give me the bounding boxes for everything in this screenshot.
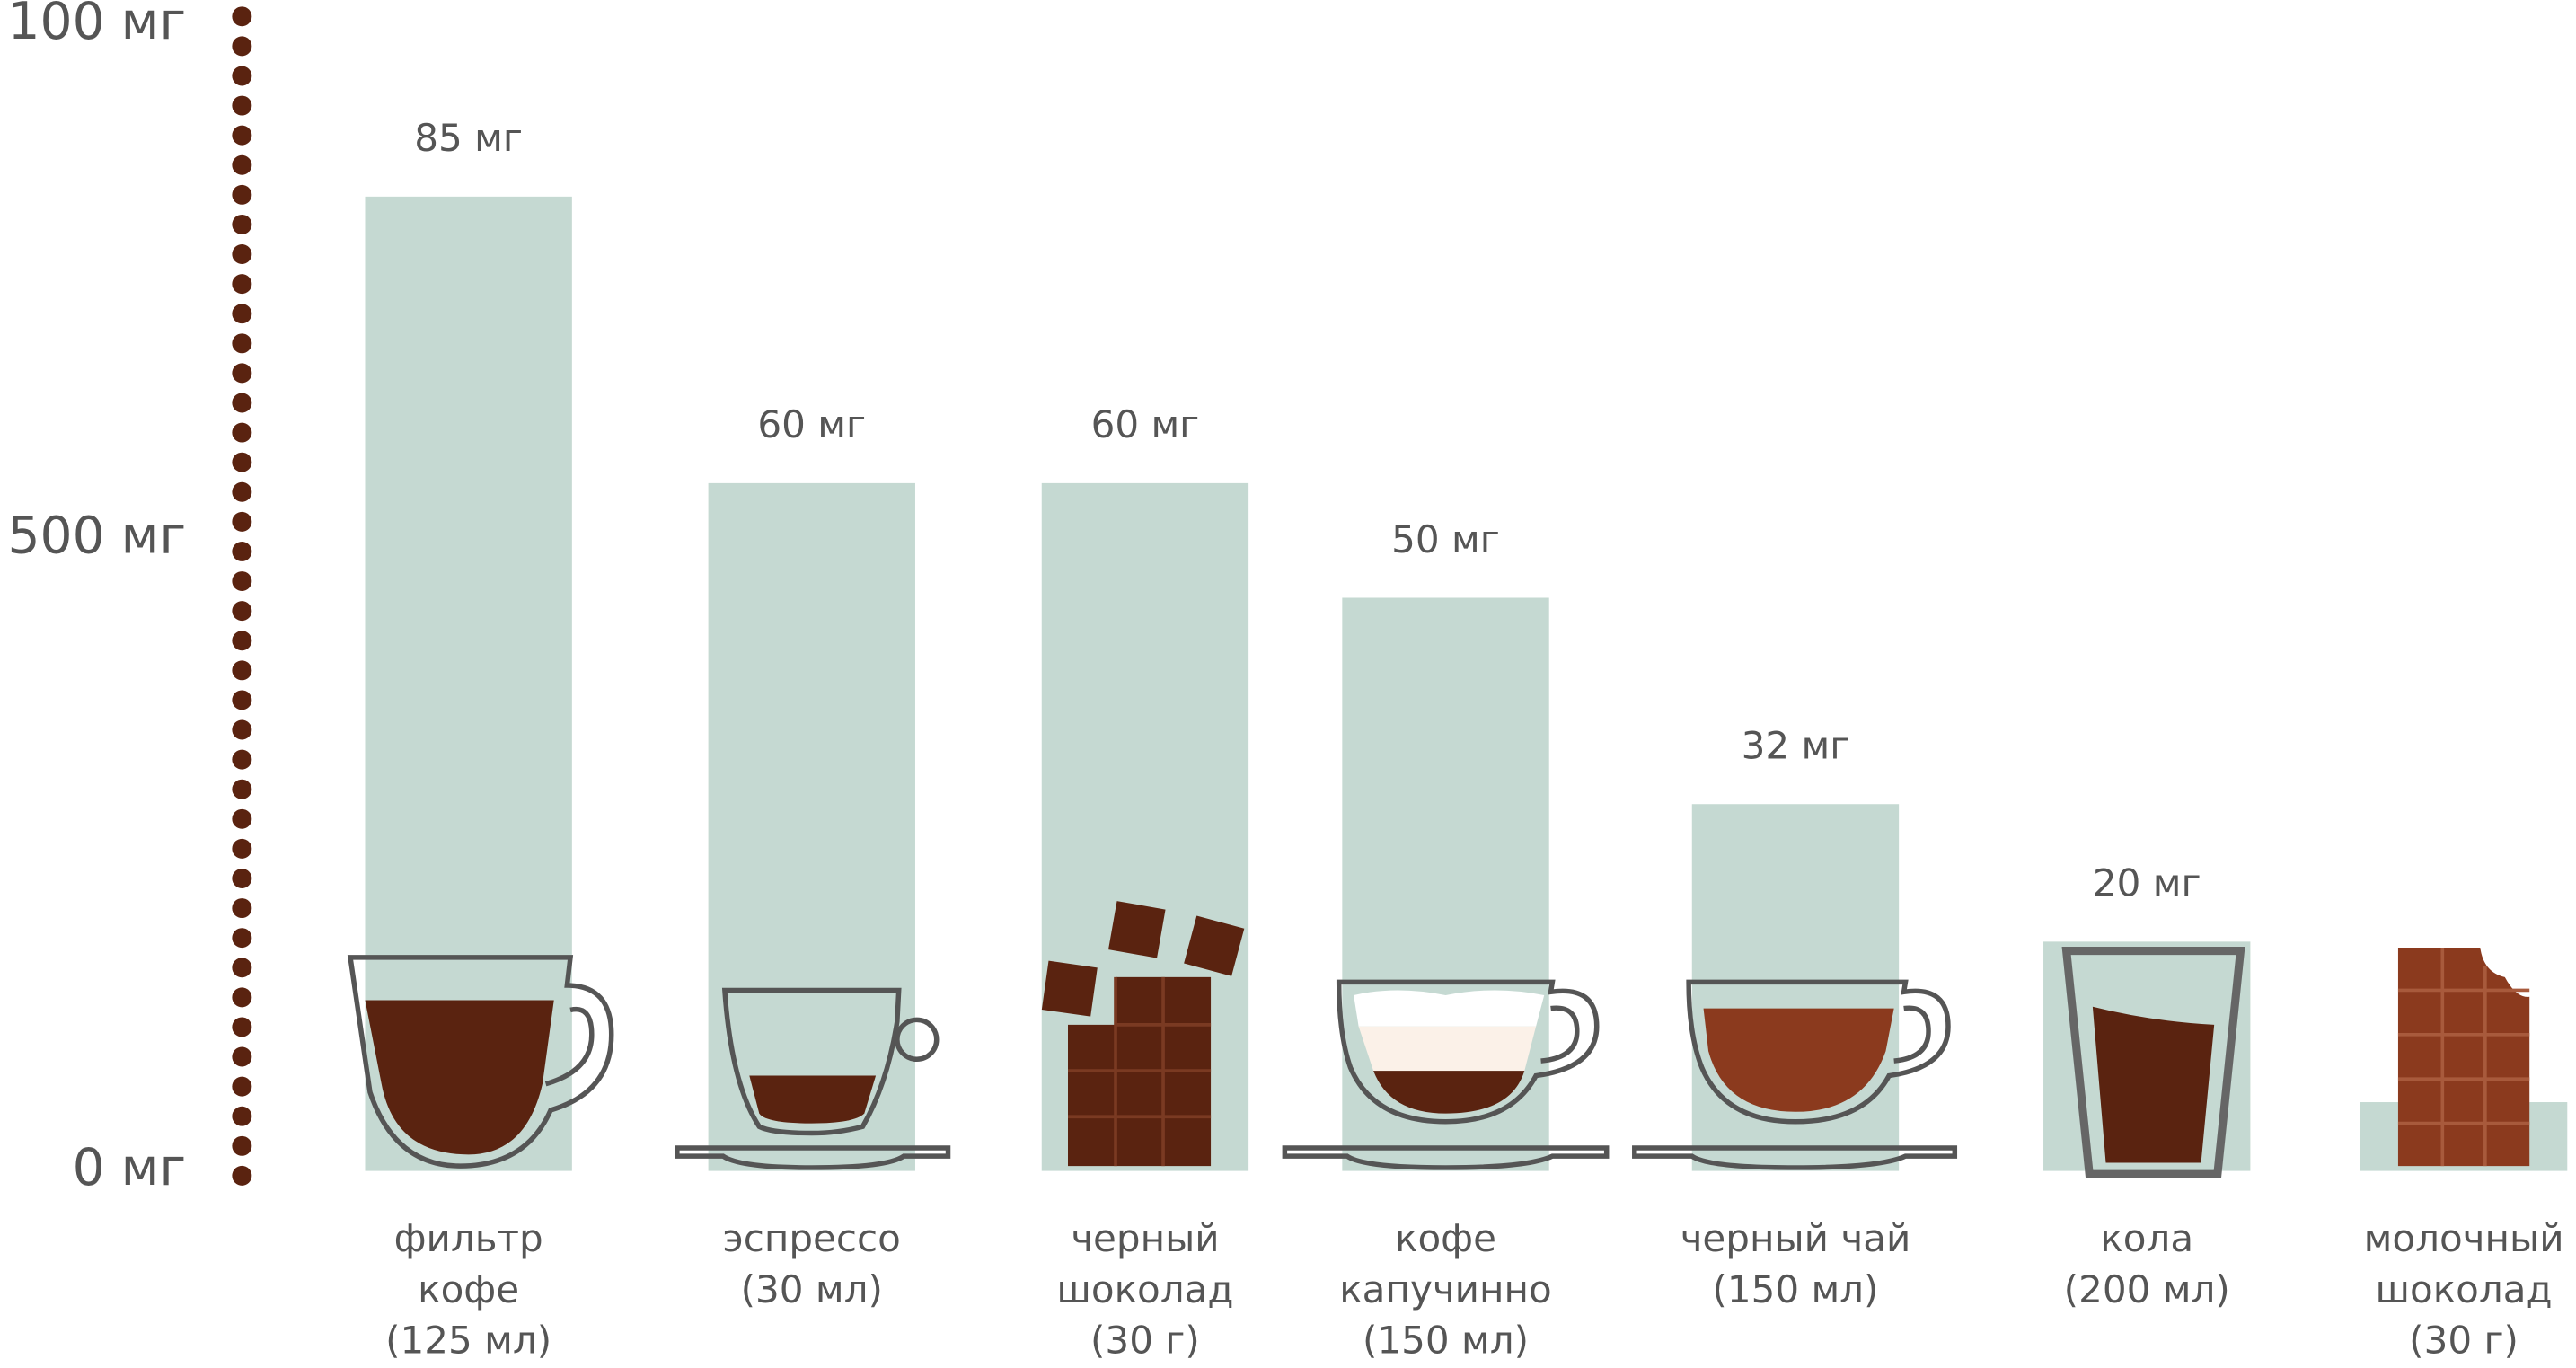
axis-dot: [232, 393, 252, 413]
category-label-box: черный чай (150 мл): [1680, 1218, 1911, 1312]
axis-dot: [232, 571, 252, 592]
cappuccino-fill: [1373, 1071, 1525, 1114]
axis-dot: [232, 660, 252, 681]
tea-fill: [1703, 1008, 1894, 1112]
milk: [1358, 1026, 1537, 1072]
value-label: 85 мг: [414, 116, 523, 160]
bar: [1691, 804, 1900, 1171]
axis-dot: [232, 541, 252, 561]
axis-dot: [232, 422, 252, 443]
value-label: 60 мг: [1091, 402, 1200, 446]
coffee-fill: [365, 1000, 554, 1155]
axis-dot: [232, 66, 252, 86]
glass: [2061, 947, 2245, 1178]
axis-dot: [232, 244, 252, 264]
saucer: [1282, 1145, 1610, 1170]
axis-dot: [232, 1046, 252, 1067]
axis-dot: [232, 1017, 252, 1037]
category-label: кола (200 мл): [2063, 1218, 2230, 1312]
y-axis: 100 мг 500 мг 0 мг: [8, 0, 252, 1197]
axis-dot: [232, 363, 252, 384]
axis-dot: [232, 1165, 252, 1186]
espresso-fill: [749, 1075, 877, 1124]
category-label: фильтр кофе (125 мл): [385, 1218, 552, 1364]
axis-dot: [232, 481, 252, 502]
saucer: [675, 1145, 951, 1170]
axis-dot: [232, 95, 252, 116]
category-label: черный чай (150 мл): [1680, 1218, 1911, 1312]
axis-dot: [232, 631, 252, 651]
category-label-box: кола (200 мл): [2063, 1218, 2230, 1312]
axis-dot: [232, 125, 252, 146]
tea-cup: [1686, 979, 1951, 1125]
value-label: 50 мг: [1391, 517, 1500, 561]
category-label-box: кофе капучинно (150 мл): [1339, 1218, 1552, 1364]
category-label: черный шоколад (30 г): [1056, 1218, 1234, 1364]
axis-dot: [232, 1106, 252, 1126]
category-label-box: фильтр кофе (125 мл): [385, 1218, 552, 1364]
axis-dot: [232, 779, 252, 799]
axis-dot: [232, 690, 252, 710]
category-label-box: эспрессо (30 мл): [722, 1218, 901, 1312]
dark-chocolate: [1041, 901, 1245, 1167]
espresso-handle: [895, 1017, 940, 1063]
axis-dot: [232, 898, 252, 919]
category-label: эспрессо (30 мл): [722, 1218, 901, 1312]
value-label: 60 мг: [757, 402, 866, 446]
value-label: 20 мг: [2093, 861, 2201, 905]
axis-dot: [232, 1135, 252, 1156]
bar: [708, 482, 915, 1171]
category-label: кофе капучинно (150 мл): [1339, 1218, 1552, 1364]
axis-dot: [232, 214, 252, 234]
foam: [1354, 990, 1545, 1027]
axis-dot: [232, 154, 252, 175]
value-label: 32 мг: [1742, 724, 1850, 768]
axis-dot: [232, 184, 252, 205]
axis-dot: [232, 838, 252, 859]
axis-dot: [232, 304, 252, 324]
axis-dot: [232, 928, 252, 949]
axis-dot: [232, 36, 252, 57]
category-label-box: черный шоколад (30 г): [1056, 1218, 1234, 1364]
axis-dot: [232, 749, 252, 770]
axis-dot: [232, 601, 252, 622]
espresso-cup: [721, 987, 902, 1136]
cola-fill: [2092, 1006, 2215, 1163]
cappuccino-cup: [1336, 979, 1600, 1125]
axis-dot: [232, 511, 252, 532]
y-axis-label: 100 мг: [8, 0, 187, 51]
axis-dot: [232, 869, 252, 888]
category-label: молочный шоколад (30 г): [2363, 1218, 2564, 1364]
category-label-box: молочный шоколад (30 г): [2363, 1218, 2564, 1364]
axis-dot: [232, 333, 252, 354]
axis-dot: [232, 274, 252, 295]
axis-dot: [232, 958, 252, 978]
axis-dot: [232, 719, 252, 740]
axis-dot: [232, 987, 252, 1008]
icons: [347, 901, 2530, 1178]
y-axis-label: 0 мг: [73, 1138, 187, 1197]
axis-dot: [232, 452, 252, 472]
y-axis-label: 500 мг: [8, 506, 187, 565]
axis-dot: [232, 6, 252, 27]
axis-dot: [232, 808, 252, 829]
mug-outline: [347, 955, 614, 1169]
milk-chocolate: [2397, 947, 2530, 1167]
axis-dot: [232, 1076, 252, 1097]
saucer: [1632, 1145, 1958, 1170]
